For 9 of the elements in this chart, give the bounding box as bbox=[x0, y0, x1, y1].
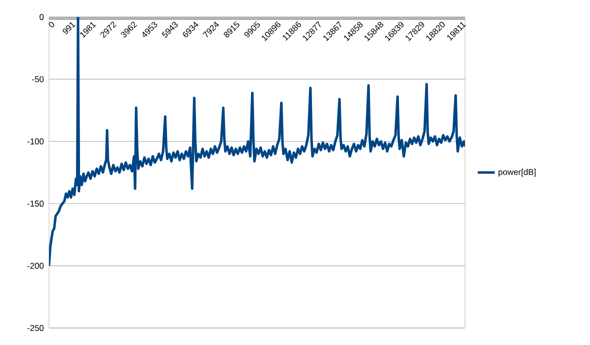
legend-label: power[dB] bbox=[498, 168, 536, 177]
y-tick-label: -150 bbox=[27, 200, 44, 207]
y-tick-label: -250 bbox=[27, 325, 44, 331]
y-tick-label: -100 bbox=[27, 138, 44, 144]
y-tick-label: -200 bbox=[27, 262, 44, 269]
x-tick-label: 991 bbox=[62, 22, 76, 34]
y-tick-label: 0 bbox=[40, 14, 44, 20]
x-tick-label: 0 bbox=[48, 22, 54, 28]
y-tick-label: -50 bbox=[32, 76, 44, 82]
